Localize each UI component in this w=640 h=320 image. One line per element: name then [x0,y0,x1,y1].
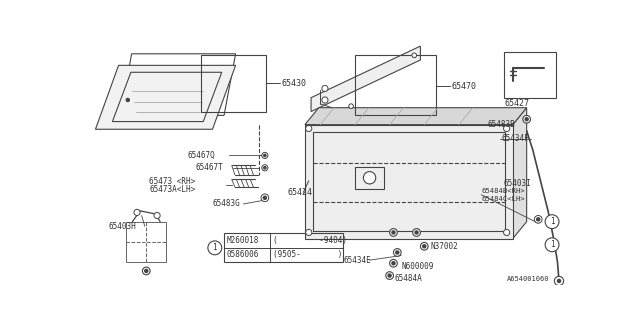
Circle shape [322,97,328,103]
Circle shape [390,260,397,267]
Bar [355,55,436,116]
Text: 1: 1 [212,243,217,252]
Bar [201,55,266,112]
Circle shape [306,229,312,236]
Circle shape [396,251,399,254]
Text: 1: 1 [550,217,554,226]
Circle shape [143,267,150,275]
Text: 65424: 65424 [288,188,313,197]
Text: 65484A: 65484A [395,274,423,283]
Circle shape [422,245,426,248]
Circle shape [154,212,160,219]
Circle shape [545,215,559,228]
Circle shape [413,228,420,236]
Polygon shape [311,46,420,112]
Polygon shape [305,108,527,124]
Text: 65427: 65427 [504,99,529,108]
Circle shape [388,274,391,277]
Text: 65467Q: 65467Q [188,151,216,160]
Bar [305,124,513,239]
Circle shape [412,53,417,58]
Text: (         -9404): ( -9404) [273,236,347,245]
Text: 65484B<RH>: 65484B<RH> [482,188,525,194]
Circle shape [264,154,266,156]
Circle shape [392,231,395,234]
Text: 1: 1 [550,240,554,249]
Text: 65483G: 65483G [212,199,240,208]
Circle shape [534,215,542,223]
Circle shape [545,238,559,252]
Bar [504,52,556,99]
Circle shape [504,125,509,132]
Circle shape [264,167,266,169]
Text: 65473 <RH>: 65473 <RH> [149,177,196,186]
Text: 65430: 65430 [282,78,307,88]
Text: A654001060: A654001060 [507,276,550,282]
Circle shape [134,209,140,215]
Text: 65470: 65470 [451,82,476,91]
Text: 65484C<LH>: 65484C<LH> [482,196,525,202]
Text: 0586006: 0586006 [227,250,259,259]
Circle shape [523,116,531,123]
Text: 65403I: 65403I [504,179,531,188]
Circle shape [306,125,312,132]
Text: (9505-        ): (9505- ) [273,250,342,259]
Circle shape [145,269,148,273]
Bar [126,222,166,262]
Circle shape [208,241,221,255]
Text: N600009: N600009 [401,262,433,271]
Circle shape [126,99,129,101]
Circle shape [415,231,418,234]
Circle shape [394,249,401,256]
Text: 65483B: 65483B [488,120,515,129]
Bar [355,167,384,188]
Circle shape [349,104,353,108]
Text: N37002: N37002 [431,242,458,251]
Circle shape [557,279,561,283]
Text: M260018: M260018 [227,236,259,245]
Text: 65467T: 65467T [196,163,223,172]
Circle shape [392,262,395,265]
Circle shape [322,85,328,92]
Bar [312,132,505,231]
Text: 65434F: 65434F [501,134,529,143]
Text: 65434E: 65434E [344,256,371,265]
Circle shape [420,243,428,250]
Circle shape [364,172,376,184]
Text: 65403H: 65403H [109,222,136,231]
Circle shape [386,272,394,279]
Circle shape [262,165,268,171]
Circle shape [263,196,266,199]
Text: 65473A<LH>: 65473A<LH> [149,185,196,194]
Circle shape [504,229,509,236]
Bar [224,233,344,262]
Circle shape [554,276,564,285]
Circle shape [262,152,268,158]
Circle shape [537,218,540,221]
Polygon shape [513,108,527,239]
Circle shape [525,118,528,121]
Circle shape [390,228,397,236]
Polygon shape [95,65,236,129]
Circle shape [261,194,269,202]
